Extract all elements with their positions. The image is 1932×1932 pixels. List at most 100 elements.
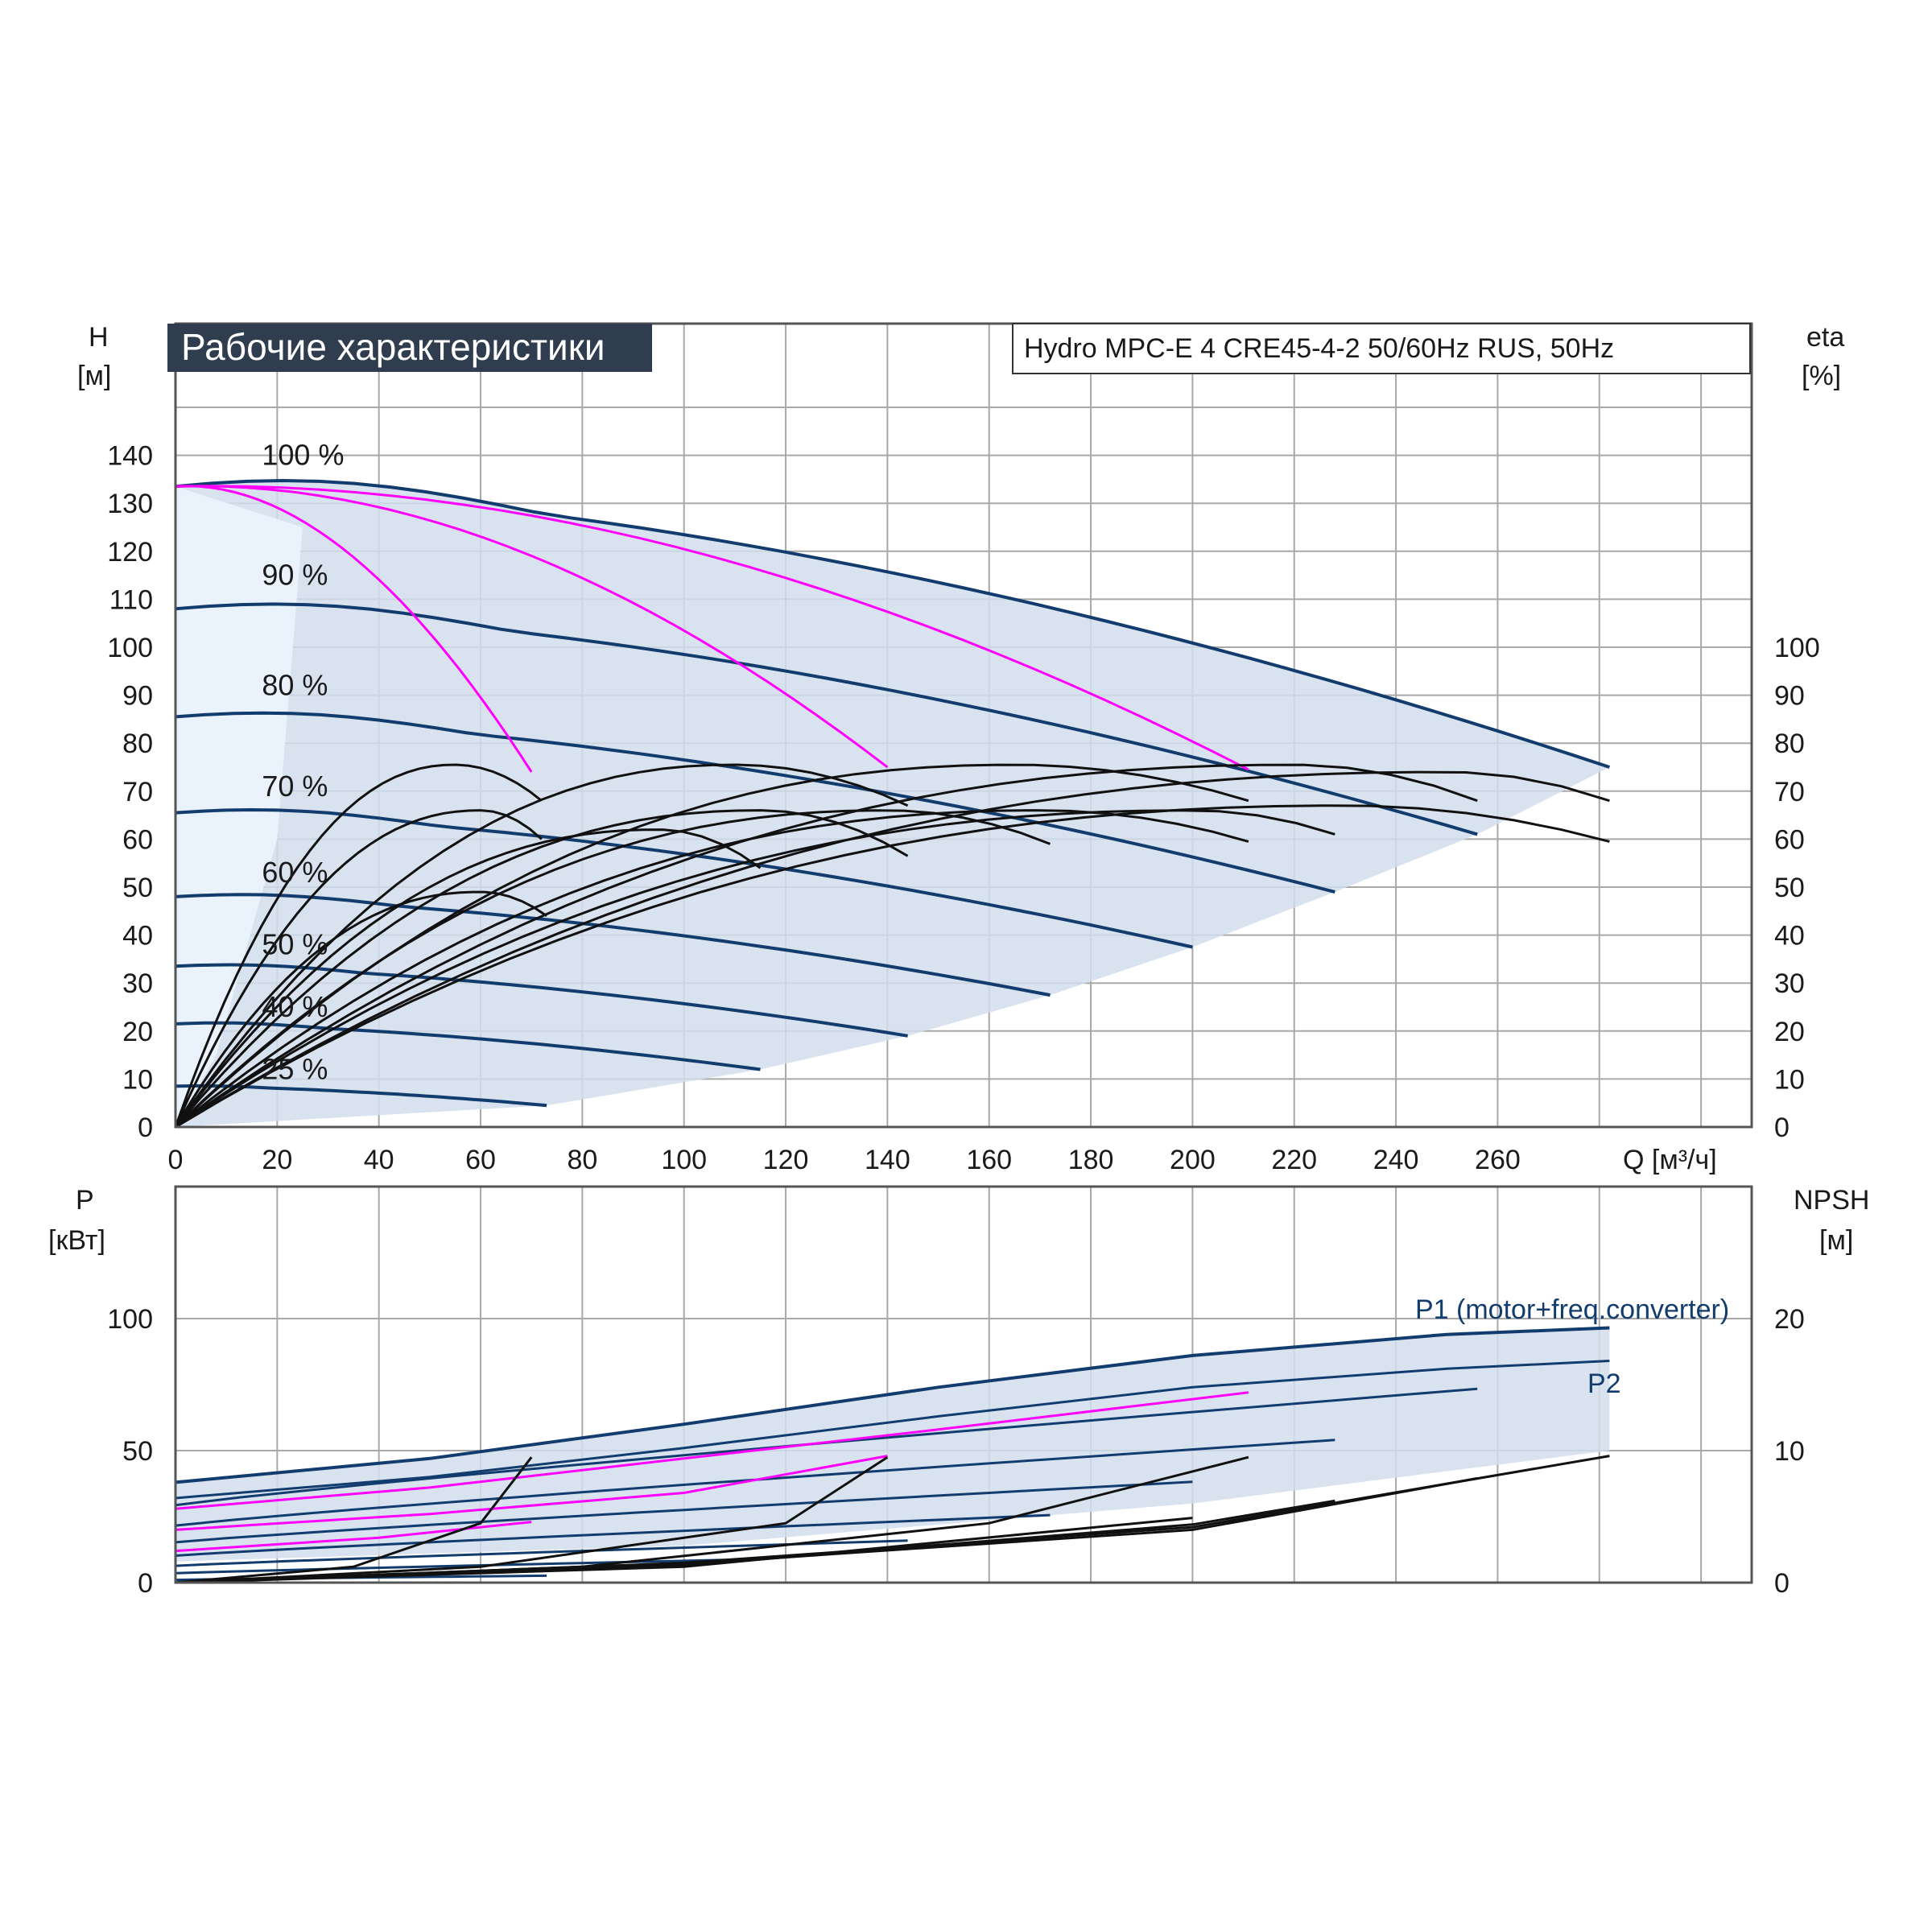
power-tick-label: 50 [122,1436,153,1467]
x-tick-label: 0 [168,1145,184,1175]
qh-curve [175,602,1478,836]
efficiency-curve [174,890,547,1128]
x-tick-label: 20 [262,1145,292,1175]
qh-curve [175,478,1611,769]
y2-tick-label: 40 [1774,921,1805,952]
y2-tick-label: 20 [1774,1017,1805,1047]
system-curve [175,485,1249,771]
y-tick-label: 50 [122,873,153,903]
system-power-curve [175,1521,532,1553]
y-tick-label: 40 [122,921,153,952]
y-tick-label: 140 [107,441,153,472]
y2-tick-label: 90 [1774,681,1805,712]
speed-power-curve [175,1513,1051,1557]
npsh-tick-label: 10 [1774,1436,1805,1467]
efficiency-curve [175,809,1335,1129]
speed-label: 100 % [262,439,344,472]
y2-tick-label: 100 [1774,633,1820,663]
bottom-plot-frame [174,1185,1753,1584]
npsh-curve [175,1455,889,1584]
x-tick-label: 200 [1170,1145,1216,1175]
x-tick-label: 240 [1373,1145,1419,1175]
speed-label: 80 % [262,669,328,702]
system-power-curve [175,1391,1249,1510]
y-tick-label: 0 [138,1113,153,1143]
efficiency-curve [174,809,1051,1129]
y-tick-label: 20 [122,1017,153,1047]
qh-curve [175,807,1193,949]
low-flow-region [175,486,303,1127]
qh-curve [175,1021,761,1071]
efficiency-curve [175,809,1249,1129]
qh-curve [175,893,1051,997]
x-tick-label: 100 [661,1145,707,1175]
eta-axis-name: eta [1806,322,1844,353]
y-tick-label: 120 [107,537,153,568]
speed-label: 60 % [262,856,328,889]
p2-curve-label: P2 [1587,1368,1621,1399]
x-tick-label: 120 [763,1145,809,1175]
npsh-axis-unit: [м] [1819,1225,1853,1256]
system-power-curve [175,1455,888,1531]
model-name: Hydro MPC-E 4 CRE45-4-2 50/60Hz RUS, 50H… [1024,333,1614,364]
bottom-curves [175,1326,1610,1584]
x-tick-label: 180 [1068,1145,1114,1175]
x-tick-label: 160 [966,1145,1012,1175]
speed-label: 25 % [262,1052,328,1085]
head-axis-unit: [м] [77,361,111,391]
y2-tick-label: 80 [1774,729,1805,759]
power-axis-unit: [кВт] [48,1225,105,1256]
model-box [1012,323,1751,374]
npsh-curve [175,1455,1249,1584]
y-tick-label: 70 [122,777,153,807]
speed-label: 70 % [262,770,328,803]
system-curve [175,485,533,773]
qh-curve [175,711,1335,894]
x-tick-label: 80 [567,1145,597,1175]
npsh-curve [175,1456,533,1584]
y2-tick-label: 50 [1774,873,1805,903]
power-envelope [175,1327,1610,1562]
y2-tick-label: 70 [1774,777,1805,807]
efficiency-curve [175,804,1610,1129]
top-plot-frame [174,322,1753,1129]
p2-curve [175,1360,1610,1500]
y2-tick-label: 10 [1774,1064,1805,1095]
y-tick-label: 130 [107,489,153,519]
y-tick-label: 10 [122,1064,153,1095]
efficiency-curve [174,809,543,1128]
y-tick-label: 60 [122,824,153,855]
y2-tick-label: 60 [1774,824,1805,855]
title-box [167,324,652,372]
y2-tick-label: 30 [1774,968,1805,999]
x-tick-label: 60 [465,1145,496,1175]
x-tick-label: 260 [1475,1145,1521,1175]
efficiency-curve [174,809,909,1128]
y-tick-label: 90 [122,681,153,712]
chart-labels: 0 20 40 60 80 100 120 140 160 180 200 220 240 2600102… [107,439,1819,1599]
head-axis-name: H [89,322,109,353]
speed-label: 40 % [262,990,328,1023]
npsh-axis-name: NPSH [1794,1185,1869,1216]
speed-power-curve [175,1558,761,1575]
npsh-curve [175,1517,1193,1584]
y-tick-label: 80 [122,729,153,759]
y-tick-label: 110 [109,584,153,615]
top-curves [174,478,1611,1129]
speed-power-curve [175,1480,1193,1544]
efficiency-curve [175,763,1478,1129]
system-curve [175,485,889,769]
speed-label: 50 % [262,928,328,961]
x-tick-label: 140 [865,1145,910,1175]
efficiency-curve [175,770,1610,1129]
eta-axis-unit: [%] [1802,361,1841,391]
flow-axis-label: Q [м³/ч] [1623,1145,1717,1175]
p1-curve [175,1326,1610,1484]
efficiency-curve [174,763,543,1128]
chart-title: Рабочие характеристики [181,326,605,368]
y-tick-label: 30 [122,968,153,999]
efficiency-curve [174,763,909,1128]
power-axis-name: P [76,1185,94,1216]
x-tick-label: 40 [364,1145,394,1175]
